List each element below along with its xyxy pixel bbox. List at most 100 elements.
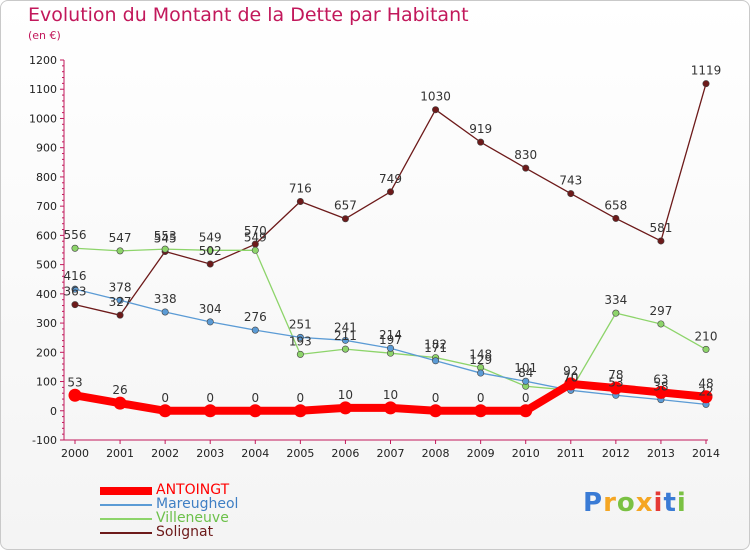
data-point bbox=[113, 396, 127, 410]
legend-label: Mareugheol bbox=[156, 496, 239, 512]
data-point bbox=[251, 326, 259, 334]
data-label: 70 bbox=[563, 370, 578, 384]
data-point bbox=[161, 308, 169, 316]
legend-swatch bbox=[100, 487, 152, 495]
data-label: 148 bbox=[469, 348, 492, 362]
data-label: 101 bbox=[514, 361, 537, 375]
data-point bbox=[296, 350, 304, 358]
data-label: 129 bbox=[469, 353, 492, 367]
data-point bbox=[68, 388, 82, 402]
data-label: 92 bbox=[563, 364, 578, 378]
data-point bbox=[609, 381, 623, 395]
data-point bbox=[477, 138, 485, 146]
data-label: 1030 bbox=[420, 90, 451, 104]
data-point bbox=[522, 164, 530, 172]
y-tick-label: -100 bbox=[32, 434, 57, 447]
data-point bbox=[386, 344, 394, 352]
y-tick-label: 100 bbox=[36, 376, 57, 389]
data-point bbox=[116, 247, 124, 255]
data-point bbox=[567, 190, 575, 198]
data-label: 0 bbox=[522, 391, 530, 405]
data-point bbox=[432, 357, 440, 365]
data-label: 171 bbox=[424, 341, 447, 355]
data-label: 830 bbox=[514, 148, 537, 162]
data-label: 919 bbox=[469, 122, 492, 136]
logo-letter: P bbox=[583, 488, 604, 518]
data-label: 70 bbox=[563, 370, 578, 384]
legend-swatch bbox=[100, 504, 152, 506]
data-label: 556 bbox=[64, 228, 87, 242]
legend-label: Solignat bbox=[156, 524, 214, 540]
data-point bbox=[702, 80, 710, 88]
data-point bbox=[612, 309, 620, 317]
data-point bbox=[251, 246, 259, 254]
data-label: 0 bbox=[206, 391, 214, 405]
x-tick-label: 2005 bbox=[286, 447, 314, 460]
data-point bbox=[564, 377, 578, 391]
data-label: 553 bbox=[154, 229, 177, 243]
x-tick-label: 2012 bbox=[602, 447, 630, 460]
y-tick-label: 200 bbox=[36, 346, 57, 359]
data-point bbox=[519, 404, 533, 418]
y-tick-label: 1100 bbox=[29, 83, 57, 96]
data-label: 1119 bbox=[691, 64, 722, 78]
data-label: 338 bbox=[154, 292, 177, 306]
data-label: 0 bbox=[477, 391, 485, 405]
data-point bbox=[296, 333, 304, 341]
data-point bbox=[206, 246, 214, 254]
data-label: 251 bbox=[289, 317, 312, 331]
data-label: 53 bbox=[67, 375, 82, 389]
data-label: 378 bbox=[109, 280, 132, 294]
x-tick-label: 2003 bbox=[196, 447, 224, 460]
x-tick-label: 2008 bbox=[422, 447, 450, 460]
y-tick-label: 700 bbox=[36, 200, 57, 213]
logo-letter: o bbox=[616, 488, 636, 518]
data-label: 327 bbox=[109, 295, 132, 309]
data-point bbox=[293, 404, 307, 418]
data-point bbox=[296, 197, 304, 205]
data-point bbox=[203, 404, 217, 418]
data-point bbox=[654, 385, 668, 399]
data-label: 657 bbox=[334, 199, 357, 213]
y-tick-label: 1200 bbox=[29, 54, 57, 67]
data-label: 0 bbox=[161, 391, 169, 405]
y-tick-label: 600 bbox=[36, 229, 57, 242]
x-tick-label: 2001 bbox=[106, 447, 134, 460]
data-label: 10 bbox=[338, 388, 353, 402]
data-label: 193 bbox=[289, 334, 312, 348]
data-point bbox=[474, 404, 488, 418]
data-label: 749 bbox=[379, 172, 402, 186]
data-label: 38 bbox=[653, 380, 668, 394]
logo-letter: i bbox=[676, 488, 687, 518]
data-label: 581 bbox=[649, 221, 672, 235]
data-label: 570 bbox=[244, 224, 267, 238]
data-label: 63 bbox=[653, 372, 668, 386]
x-tick-label: 2007 bbox=[377, 447, 405, 460]
x-tick-label: 2010 bbox=[512, 447, 540, 460]
data-label: 549 bbox=[244, 230, 267, 244]
data-point bbox=[248, 404, 262, 418]
data-label: 658 bbox=[604, 198, 627, 212]
x-tick-label: 2011 bbox=[557, 447, 585, 460]
data-label: 48 bbox=[698, 377, 713, 391]
x-tick-label: 2002 bbox=[151, 447, 179, 460]
data-point bbox=[341, 215, 349, 223]
data-point bbox=[699, 390, 713, 404]
y-tick-label: 800 bbox=[36, 171, 57, 184]
y-tick-label: 900 bbox=[36, 142, 57, 155]
logo-letter: x bbox=[635, 488, 654, 518]
legend-label: ANTOINGT bbox=[156, 482, 230, 498]
data-point bbox=[206, 260, 214, 268]
y-tick-label: 1000 bbox=[29, 112, 57, 125]
data-point bbox=[71, 244, 79, 252]
data-label: 241 bbox=[334, 320, 357, 334]
data-point bbox=[71, 301, 79, 309]
data-point bbox=[386, 188, 394, 196]
data-point bbox=[158, 404, 172, 418]
x-tick-label: 2000 bbox=[61, 447, 89, 460]
data-label: 416 bbox=[64, 269, 87, 283]
data-point bbox=[116, 296, 124, 304]
chart-title: Evolution du Montant de la Dette par Hab… bbox=[28, 4, 469, 26]
data-point bbox=[657, 237, 665, 245]
